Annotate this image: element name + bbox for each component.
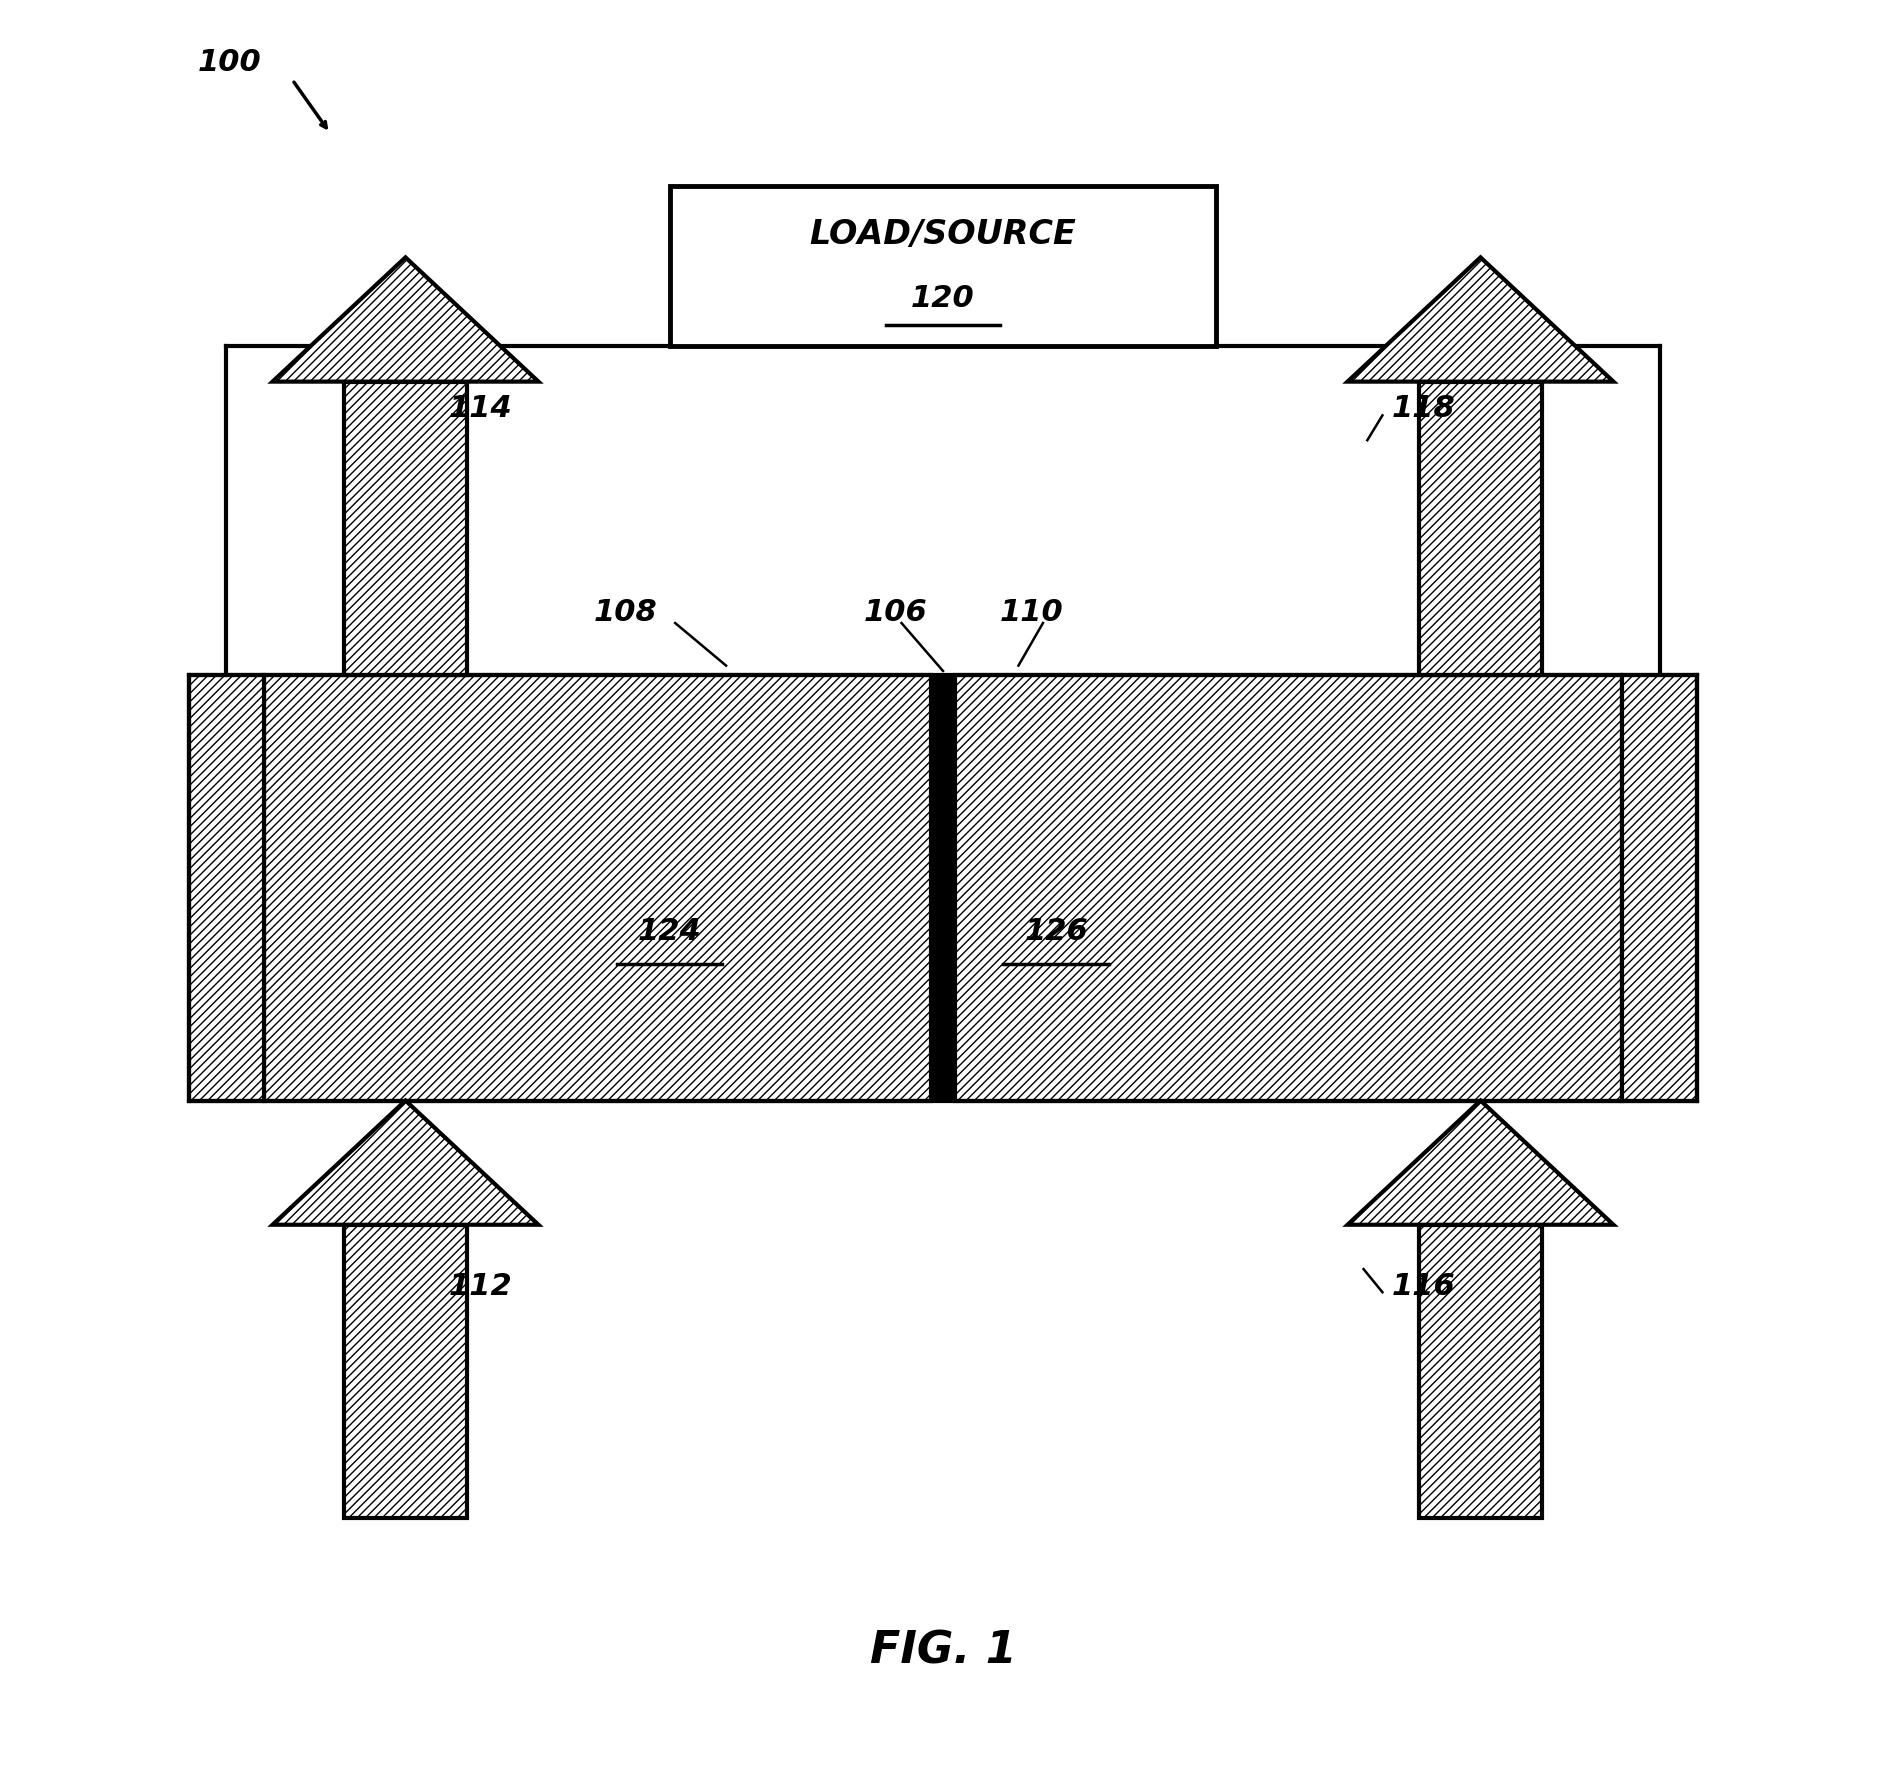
- Text: 112: 112: [449, 1273, 513, 1301]
- Text: 100: 100: [198, 48, 262, 76]
- Bar: [1420, 382, 1543, 674]
- Text: LOAD/SOURCE: LOAD/SOURCE: [809, 218, 1077, 250]
- Bar: [264, 674, 932, 1100]
- Bar: [343, 1225, 466, 1518]
- Polygon shape: [1347, 257, 1614, 382]
- Text: FIG. 1: FIG. 1: [869, 1629, 1017, 1672]
- Text: 108: 108: [594, 598, 658, 627]
- Bar: [343, 382, 466, 674]
- Text: 110: 110: [1000, 598, 1064, 627]
- Text: 114: 114: [449, 394, 513, 422]
- Text: 116: 116: [1392, 1273, 1456, 1301]
- Bar: [932, 674, 954, 1100]
- Bar: [954, 674, 1622, 1100]
- Polygon shape: [272, 257, 539, 382]
- Text: 118: 118: [1392, 394, 1456, 422]
- Text: 120: 120: [911, 284, 975, 312]
- Bar: [1622, 674, 1697, 1100]
- Text: 126: 126: [1024, 918, 1088, 946]
- Text: 106: 106: [864, 598, 928, 627]
- Bar: [189, 674, 264, 1100]
- Text: 124: 124: [637, 918, 702, 946]
- Polygon shape: [272, 1100, 539, 1225]
- Bar: [670, 186, 1216, 346]
- Bar: [1420, 1225, 1543, 1518]
- Polygon shape: [1347, 1100, 1614, 1225]
